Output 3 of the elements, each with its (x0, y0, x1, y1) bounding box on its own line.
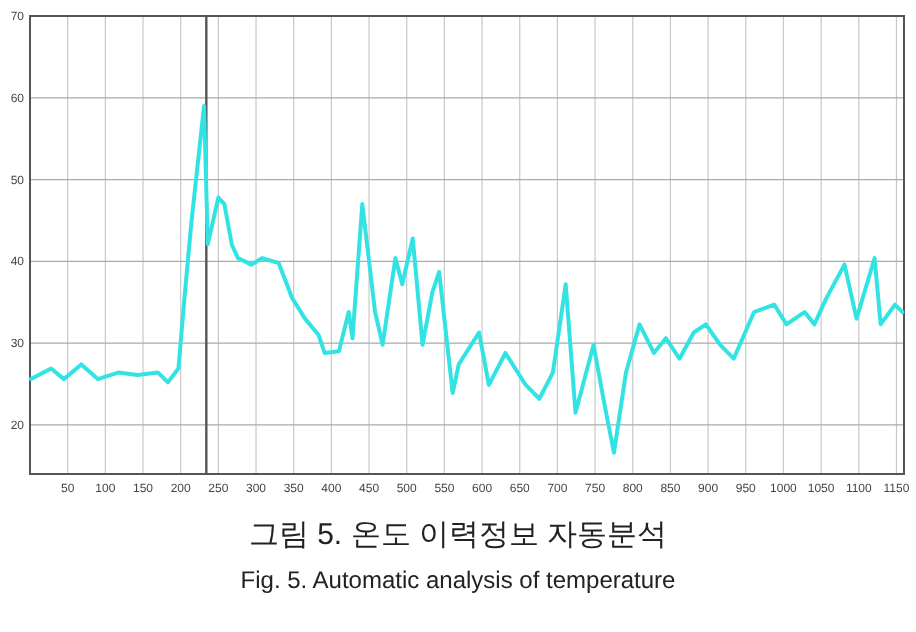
line-series (28, 103, 905, 455)
caption: Fig. 5. Automatic analysis of temperature (240, 566, 677, 594)
caption: 그림 5. 온도 이력정보 자동분석 (248, 518, 668, 552)
